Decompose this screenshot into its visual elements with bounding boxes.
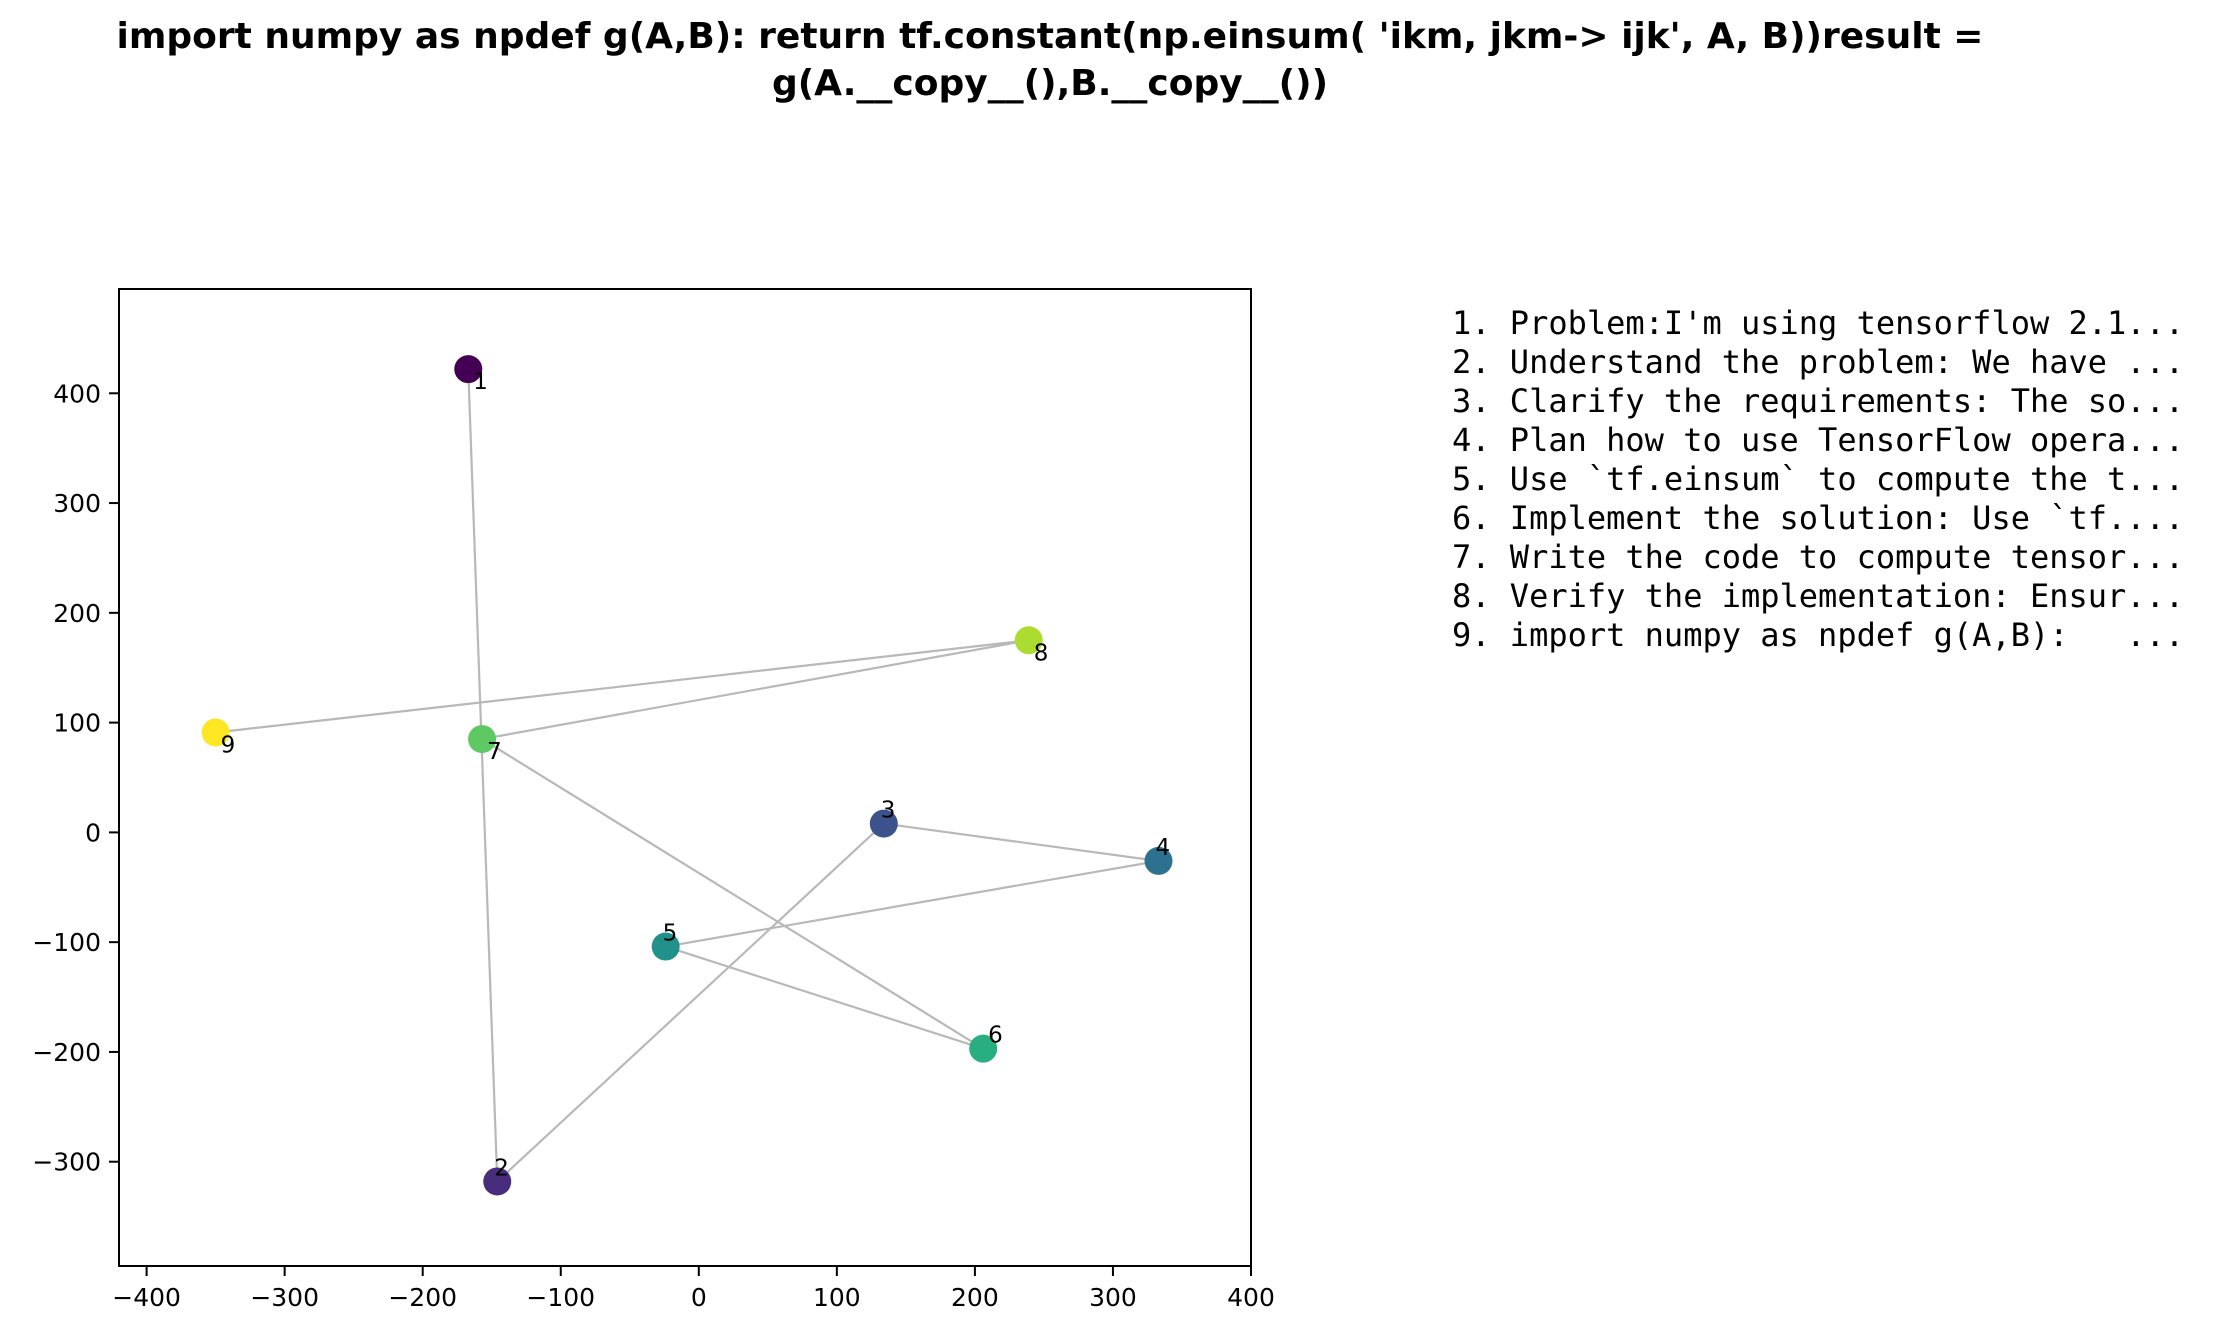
point-label-9: 9 <box>221 732 236 758</box>
point-label-1: 1 <box>473 369 488 395</box>
y-tick-label: 0 <box>85 818 101 847</box>
connection-line-8-9 <box>215 639 1029 734</box>
point-label-3: 3 <box>881 798 896 824</box>
chart-title: import numpy as npdef g(A,B): return tf.… <box>117 16 1984 104</box>
y-axis: −300 −200 −100 0 100 200 300 400 <box>32 379 119 1177</box>
x-tick-label: −200 <box>388 1283 457 1312</box>
data-points <box>201 355 1173 1196</box>
legend-entry-1: 1. Problem:I'm using tensorflow 2.1... <box>1452 304 2184 342</box>
axes-frame <box>118 288 1252 1267</box>
point-label-8: 8 <box>1034 640 1049 666</box>
point-label-2: 2 <box>494 1155 509 1181</box>
connection-line-6-7 <box>481 738 984 1050</box>
legend-entry-4: 4. Plan how to use TensorFlow opera... <box>1452 421 2184 459</box>
x-tick-label: −400 <box>112 1283 181 1312</box>
x-tick-label: 100 <box>813 1283 861 1312</box>
data-point-6 <box>969 1034 998 1063</box>
connection-lines <box>215 369 1159 1183</box>
y-tick-label: −200 <box>32 1038 101 1067</box>
point-label-6: 6 <box>988 1023 1003 1049</box>
x-tick-label: 200 <box>951 1283 999 1312</box>
y-tick-label: 300 <box>53 489 101 518</box>
y-tick-label: −300 <box>32 1148 101 1177</box>
legend-entry-5: 5. Use `tf.einsum` to compute the t... <box>1452 460 2184 498</box>
legend-entry-6: 6. Implement the solution: Use `tf.... <box>1452 499 2184 537</box>
y-tick-label: 200 <box>53 599 101 628</box>
x-tick-label: −300 <box>250 1283 319 1312</box>
data-point-1 <box>454 355 483 384</box>
legend-entry-3: 3. Clarify the requirements: The so... <box>1452 382 2184 420</box>
point-label-4: 4 <box>1156 835 1171 861</box>
data-point-3 <box>869 809 898 838</box>
y-tick-label: 100 <box>53 709 101 738</box>
connection-line-5-6 <box>665 945 984 1050</box>
data-point-9 <box>201 718 230 747</box>
data-point-5 <box>651 932 680 961</box>
legend: 1. Problem:I'm using tensorflow 2.1...2.… <box>1452 304 2184 654</box>
connection-line-3-4 <box>883 822 1159 863</box>
legend-entry-8: 8. Verify the implementation: Ensur... <box>1452 577 2184 615</box>
connection-line-2-3 <box>496 822 885 1183</box>
chart-title-line-1: import numpy as npdef g(A,B): return tf.… <box>117 16 1984 57</box>
data-point-7 <box>468 725 497 754</box>
y-tick-label: 400 <box>53 379 101 408</box>
legend-entry-9: 9. import numpy as npdef g(A,B): ... <box>1452 616 2184 654</box>
chart-title-line-2: g(A.__copy__(),B.__copy__()) <box>772 63 1328 104</box>
point-label-7: 7 <box>487 739 502 765</box>
x-tick-label: 300 <box>1089 1283 1137 1312</box>
legend-entry-7: 7. Write the code to compute tensor... <box>1452 538 2184 576</box>
data-point-4 <box>1144 846 1173 875</box>
x-axis: −400 −300 −200 −100 0 100 200 300 400 <box>112 1266 1275 1312</box>
data-point-2 <box>483 1167 512 1196</box>
point-label-5: 5 <box>663 921 678 947</box>
connection-line-1-2 <box>467 369 499 1182</box>
x-tick-label: 0 <box>691 1283 707 1312</box>
x-tick-label: −100 <box>526 1283 595 1312</box>
x-tick-label: 400 <box>1227 1283 1275 1312</box>
point-labels: 1 2 3 4 5 6 7 8 9 <box>221 369 1171 1181</box>
connection-line-4-5 <box>665 859 1159 948</box>
y-tick-label: −100 <box>32 928 101 957</box>
data-point-8 <box>1014 626 1043 655</box>
legend-entry-2: 2. Understand the problem: We have ... <box>1452 343 2184 381</box>
connection-line-7-8 <box>481 639 1029 741</box>
